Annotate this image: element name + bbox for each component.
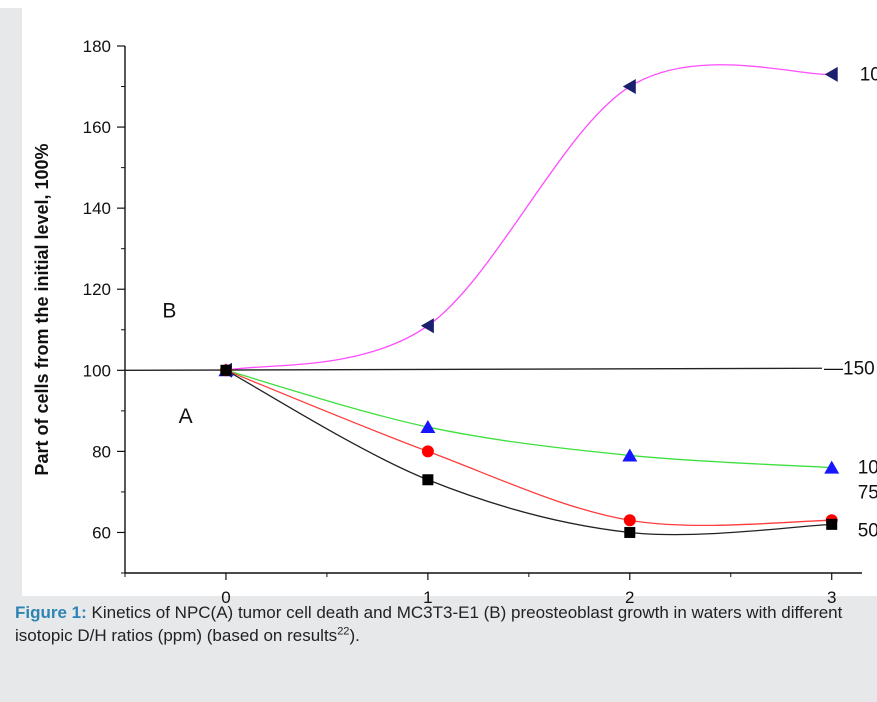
series-label-50: 50 — [858, 520, 877, 541]
series-label-100: 100 — [858, 458, 877, 479]
group-label-a: A — [179, 405, 193, 428]
y-tick-label: 120 — [83, 280, 111, 299]
x-tick-label: 2 — [625, 588, 634, 607]
caption-text: Kinetics of NPC(A) tumor cell death and … — [15, 603, 843, 645]
y-tick-label: 160 — [83, 118, 111, 137]
triangle-marker — [622, 448, 638, 462]
x-tick-label: 0 — [221, 588, 230, 607]
y-axis-title: Part of cells from the initial level, 10… — [32, 143, 52, 475]
y-tick-label: 180 — [83, 37, 111, 56]
y-tick-label: 100 — [83, 361, 111, 380]
series-line-100-B — [225, 64, 832, 371]
series-label-100: 100 — [860, 64, 877, 85]
series-label-150: —150 — [824, 358, 875, 379]
series-line-100-A — [225, 369, 832, 469]
caption-tail: ). — [349, 626, 360, 645]
triangle-marker — [824, 460, 840, 474]
left-triangle-marker — [824, 66, 838, 82]
left-triangle-marker — [420, 318, 434, 334]
caption-reference: 22 — [337, 625, 350, 638]
square-marker — [624, 526, 636, 538]
line-chart: 60801001201401601800123t, day (24 hours)… — [22, 8, 877, 607]
circle-marker — [421, 445, 434, 458]
series-line-50-A — [225, 369, 832, 536]
left-triangle-marker — [622, 79, 636, 95]
square-marker — [220, 364, 232, 376]
series-label-75: 75 — [858, 482, 877, 503]
x-tick-label: 1 — [423, 588, 432, 607]
triangle-marker — [420, 420, 436, 434]
series-line-75-A — [225, 369, 832, 527]
square-marker — [826, 518, 838, 530]
figure-caption: Figure 1: Kinetics of NPC(A) tumor cell … — [15, 601, 870, 647]
y-tick-label: 60 — [92, 523, 111, 542]
square-marker — [422, 474, 434, 486]
group-label-b: B — [162, 300, 176, 323]
y-tick-label: 140 — [83, 199, 111, 218]
y-tick-label: 80 — [92, 442, 111, 461]
series-line-150-reference — [124, 367, 823, 371]
circle-marker — [623, 514, 636, 527]
caption-label: Figure 1: — [15, 603, 87, 622]
x-tick-label: 3 — [827, 588, 836, 607]
figure-panel: 60801001201401601800123t, day (24 hours)… — [0, 8, 877, 702]
